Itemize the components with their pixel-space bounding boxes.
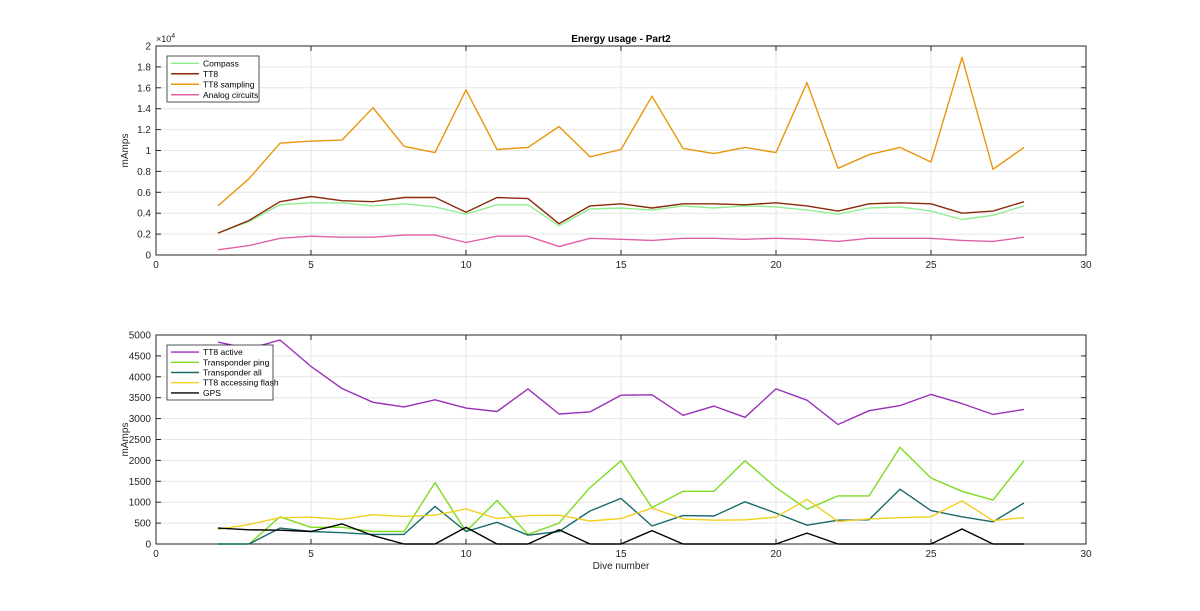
legend-entry: Compass bbox=[203, 58, 239, 68]
x-tick-label: 10 bbox=[460, 549, 472, 560]
legend-entry: Transponder ping bbox=[203, 357, 270, 367]
x-tick-label: 15 bbox=[615, 260, 627, 271]
legend-entry: TT8 sampling bbox=[203, 79, 255, 89]
y-tick-label: 0 bbox=[145, 540, 151, 551]
series-line-tt8 bbox=[217, 195, 1025, 234]
x-tick-label: 5 bbox=[308, 549, 314, 560]
series-line-analog-circuits bbox=[217, 234, 1025, 251]
y-tick-label: 1.8 bbox=[137, 62, 151, 73]
y-axis-label: mAmps bbox=[120, 423, 131, 457]
legend-entry: Analog circuits bbox=[203, 90, 258, 100]
y-tick-label: 3500 bbox=[129, 393, 152, 404]
chart-title: Energy usage - Part2 bbox=[571, 34, 671, 45]
legend-entry: TT8 active bbox=[203, 347, 243, 357]
legend-entry: GPS bbox=[203, 388, 221, 398]
y-tick-label: 1.4 bbox=[137, 104, 151, 115]
x-tick-label: 10 bbox=[460, 260, 472, 271]
y-tick-label: 0.8 bbox=[137, 167, 151, 178]
y-tick-label: 2500 bbox=[129, 435, 152, 446]
series-line-compass bbox=[217, 202, 1025, 234]
x-tick-label: 0 bbox=[153, 549, 159, 560]
y-tick-label: 0.4 bbox=[137, 209, 151, 220]
series-line-tt8-sampling bbox=[217, 56, 1025, 207]
x-tick-label: 20 bbox=[770, 549, 782, 560]
y-tick-label: 3000 bbox=[129, 414, 152, 425]
bottom-chart: 0 5 10 15 20 25 30 0 500 1000 1500 2000 2500 3000 3500… bbox=[120, 331, 1092, 573]
legend-entry: TT8 bbox=[203, 69, 218, 79]
y-tick-label: 1500 bbox=[129, 477, 152, 488]
x-tick-label: 30 bbox=[1080, 260, 1092, 271]
y-tick-label: 0.6 bbox=[137, 188, 151, 199]
x-tick-label: 0 bbox=[153, 260, 159, 271]
y-tick-label: 5000 bbox=[129, 331, 152, 342]
y-tick-label: 4500 bbox=[129, 351, 152, 362]
top-chart: 0 5 10 15 20 25 30 0 0.2 0.4 0.6 0.8 1 1.2 1.4 1.6 1.8 2 ×… bbox=[120, 33, 1092, 271]
y-exponent-label: ×104 bbox=[156, 33, 175, 44]
legend-entry: Transponder all bbox=[203, 368, 262, 378]
series-line-transponder-all bbox=[218, 488, 1025, 545]
legend-entry: TT8 accessing flash bbox=[203, 378, 279, 388]
series-line-tt8-active bbox=[217, 339, 1025, 426]
y-axis-label: mAmps bbox=[120, 134, 131, 168]
x-tick-label: 30 bbox=[1080, 549, 1092, 560]
y-tick-label: 1.2 bbox=[137, 125, 151, 136]
y-tick-label: 1000 bbox=[129, 498, 152, 509]
x-tick-label: 15 bbox=[615, 549, 627, 560]
y-tick-label: 2 bbox=[145, 42, 151, 53]
series-line-gps bbox=[217, 523, 1024, 545]
x-axis-label: Dive number bbox=[593, 561, 650, 572]
y-tick-label: 1 bbox=[145, 146, 151, 157]
y-tick-label: 500 bbox=[134, 519, 151, 530]
series-line-tt8-accessing-flash bbox=[217, 498, 1025, 531]
x-tick-label: 25 bbox=[925, 260, 937, 271]
y-tick-label: 0 bbox=[145, 251, 151, 262]
y-tick-label: 4000 bbox=[129, 372, 152, 383]
x-tick-label: 5 bbox=[308, 260, 314, 271]
axes-box bbox=[155, 45, 1087, 256]
x-tick-label: 20 bbox=[770, 260, 782, 271]
y-tick-label: 1.6 bbox=[137, 83, 151, 94]
x-tick-label: 25 bbox=[925, 549, 937, 560]
series-line-transponder-ping bbox=[218, 446, 1025, 545]
y-tick-label: 2000 bbox=[129, 456, 152, 467]
y-tick-label: 0.2 bbox=[137, 230, 151, 241]
